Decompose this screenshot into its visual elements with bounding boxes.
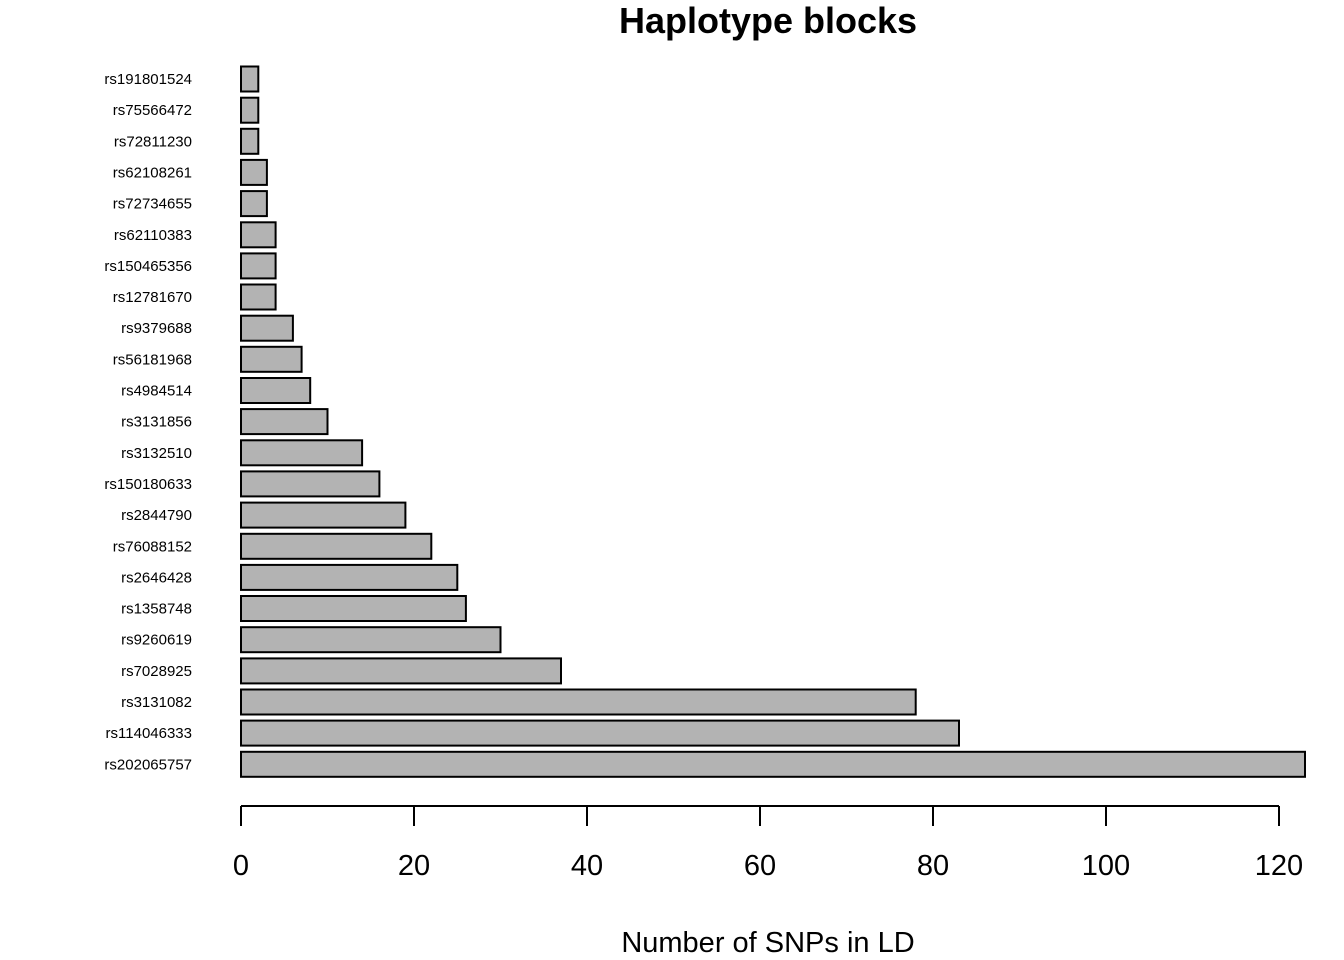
category-label: rs114046333 xyxy=(106,725,192,742)
bar-rs76088152 xyxy=(240,532,433,560)
category-label: rs75566472 xyxy=(113,102,192,119)
category-label: rs72811230 xyxy=(114,133,192,150)
bars-group xyxy=(240,65,1306,778)
x-tick-label: 60 xyxy=(744,850,776,882)
category-label: rs191801524 xyxy=(104,71,192,88)
bar-rs1358748 xyxy=(240,595,467,622)
x-tick-label: 40 xyxy=(571,850,603,882)
x-tick-label: 120 xyxy=(1255,850,1303,882)
category-label: rs56181968 xyxy=(113,351,192,368)
x-axis: 0 20 40 60 80 100 120 xyxy=(233,805,1303,882)
category-labels: rs191801524 rs75566472 rs72811230 rs6210826… xyxy=(104,71,192,773)
category-label: rs2646428 xyxy=(121,569,192,586)
category-label: rs1358748 xyxy=(121,601,192,618)
bar-rs150465356 xyxy=(240,252,277,280)
category-label: rs150180633 xyxy=(104,476,192,493)
category-label: rs76088152 xyxy=(113,538,192,555)
category-label: rs9260619 xyxy=(121,632,192,649)
x-tick-label: 20 xyxy=(398,850,430,882)
bar-rs3132510 xyxy=(240,439,364,467)
category-label: rs62110383 xyxy=(114,227,192,244)
category-label: rs62108261 xyxy=(113,164,192,181)
bar-rs72734655 xyxy=(240,190,268,218)
bar-rs75566472 xyxy=(240,96,260,124)
bar-rs114046333 xyxy=(240,719,960,747)
x-tick-label: 100 xyxy=(1082,850,1130,882)
x-tick-label: 80 xyxy=(917,850,949,882)
category-label: rs150465356 xyxy=(104,258,192,275)
bar-rs191801524 xyxy=(240,65,260,93)
category-label: rs202065757 xyxy=(104,756,192,773)
category-label: rs3132510 xyxy=(121,445,192,462)
bar-rs56181968 xyxy=(240,345,303,373)
category-label: rs4984514 xyxy=(121,383,192,400)
bar-rs62110383 xyxy=(240,221,277,249)
bar-rs62108261 xyxy=(240,158,268,186)
bar-rs3131082 xyxy=(240,688,917,716)
bar-rs7028925 xyxy=(240,657,562,685)
chart-title: Haplotype blocks xyxy=(619,0,917,41)
category-label: rs72734655 xyxy=(113,196,192,213)
bar-rs4984514 xyxy=(240,377,312,404)
bar-rs3131856 xyxy=(240,408,329,436)
bar-rs72811230 xyxy=(240,127,260,155)
category-label: rs12781670 xyxy=(113,289,192,306)
category-label: rs3131856 xyxy=(121,414,192,431)
bar-rs9260619 xyxy=(240,626,502,654)
bar-rs150180633 xyxy=(240,470,381,498)
bar-rs2844790 xyxy=(240,501,407,529)
bar-rs9379688 xyxy=(240,314,294,342)
x-tick-label: 0 xyxy=(233,850,249,882)
bar-rs202065757 xyxy=(240,750,1306,778)
bar-rs2646428 xyxy=(240,563,459,591)
category-label: rs7028925 xyxy=(121,663,192,680)
bar-rs12781670 xyxy=(240,283,277,311)
category-label: rs2844790 xyxy=(121,507,192,524)
category-label: rs9379688 xyxy=(121,320,192,337)
category-label: rs3131082 xyxy=(121,694,192,711)
x-axis-title: Number of SNPs in LD xyxy=(621,927,914,959)
